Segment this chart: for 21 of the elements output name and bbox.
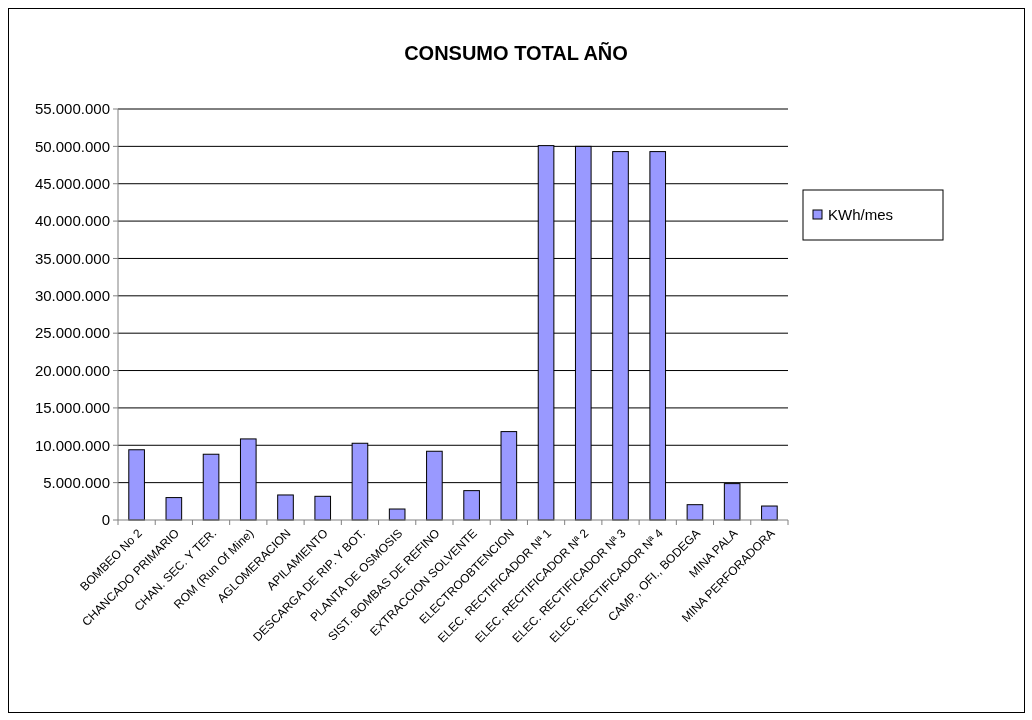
y-tick-label: 0 [101,511,110,529]
y-tick-label: 25.000.000 [34,324,110,342]
y-tick-label: 5.000.000 [43,473,110,491]
chart-title: CONSUMO TOTAL AÑO [404,42,628,64]
y-tick-label: 30.000.000 [34,287,110,305]
y-tick-label: 55.000.000 [34,100,110,118]
bar [165,497,183,521]
y-tick-label: 35.000.000 [34,249,110,267]
bar [277,494,294,521]
y-tick-label: 15.000.000 [34,399,110,417]
bar [463,490,480,521]
legend-label: KWh/mes [828,206,894,224]
y-tick-label: 40.000.000 [34,212,110,230]
bar [314,495,332,521]
y-tick-label: 20.000.000 [34,361,110,379]
bar [388,508,406,521]
y-tick-label: 50.000.000 [34,137,110,155]
bar [761,505,778,521]
y-tick-label: 45.000.000 [34,174,110,192]
y-tick-label: 10.000.000 [34,436,110,454]
bar [686,504,704,521]
